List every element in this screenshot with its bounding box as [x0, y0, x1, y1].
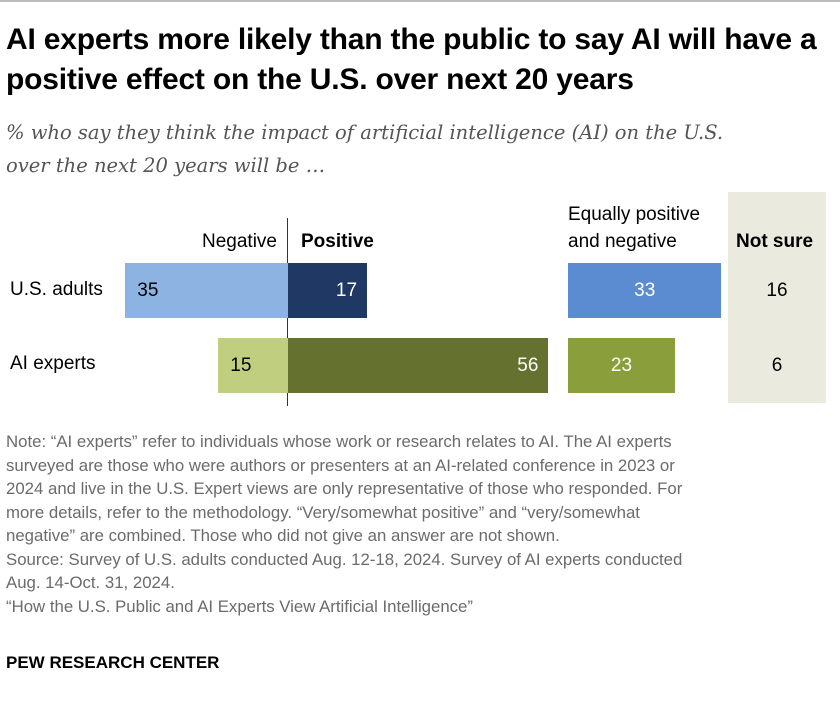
data-label: 33	[634, 279, 656, 301]
note-line: surveyed are those who were authors or p…	[6, 455, 675, 475]
report-title-line: “How the U.S. Public and AI Experts View…	[6, 596, 473, 616]
note-line: Note: “AI experts” refer to individuals …	[6, 432, 672, 451]
source-line: Aug. 14-Oct. 31, 2024.	[6, 573, 175, 592]
data-label: 56	[517, 354, 539, 376]
positive-bar: 17	[288, 263, 368, 318]
data-label: 16	[766, 279, 788, 301]
header-not-sure: Not sure	[736, 231, 814, 252]
category-label: AI experts	[10, 353, 96, 374]
note-line: more details, refer to the methodology. …	[6, 502, 640, 522]
negative-bar: 35	[125, 263, 288, 318]
notes: Note: “AI experts” refer to individuals …	[6, 430, 836, 618]
equal-bar: 33	[568, 263, 722, 318]
data-label: 15	[230, 354, 252, 376]
data-label: 17	[335, 279, 358, 301]
chart-title: AI experts more likely than the public t…	[6, 23, 817, 96]
positive-bar: 56	[288, 338, 549, 393]
not-sure-column-bg	[728, 192, 826, 403]
header-equal-line2: and negative	[568, 231, 677, 252]
subtitle-line: over the next 20 years will be …	[6, 154, 326, 177]
not-sure-value: 16	[728, 263, 826, 318]
top-rule	[0, 0, 840, 2]
equal-bar: 23	[568, 338, 675, 393]
not-sure-value: 6	[728, 338, 826, 393]
chart-subtitle: % who say they think the impact of artif…	[6, 116, 723, 182]
negative-bar: 15	[218, 338, 288, 393]
note-line: negative” are combined. Those who did no…	[6, 526, 560, 545]
pew-logo-text: PEW RESEARCH CENTER	[6, 653, 220, 672]
category-label: U.S. adults	[10, 279, 103, 300]
data-label: 35	[137, 279, 159, 301]
header-positive: Positive	[301, 231, 374, 252]
source-line: Source: Survey of U.S. adults conducted …	[6, 549, 683, 569]
header-equal-line1: Equally positive	[568, 204, 701, 225]
header-negative: Negative	[202, 231, 277, 252]
subtitle-line: % who say they think the impact of artif…	[6, 121, 724, 144]
data-label: 6	[771, 354, 783, 376]
data-label: 23	[610, 354, 633, 376]
note-line: 2024 and live in the U.S. Expert views a…	[6, 479, 683, 498]
